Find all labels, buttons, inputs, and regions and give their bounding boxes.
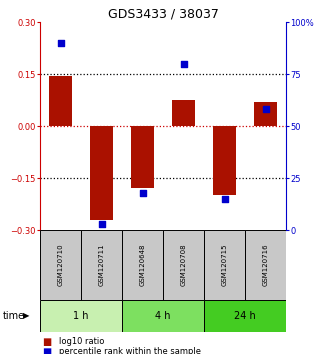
- Bar: [172, 100, 195, 126]
- FancyBboxPatch shape: [245, 230, 286, 300]
- Point: [181, 61, 186, 67]
- Text: GSM120716: GSM120716: [263, 244, 268, 286]
- Text: GSM120711: GSM120711: [99, 244, 105, 286]
- FancyBboxPatch shape: [204, 300, 286, 332]
- Text: 24 h: 24 h: [234, 311, 256, 321]
- Bar: [90, 126, 113, 219]
- FancyBboxPatch shape: [163, 230, 204, 300]
- Point: [140, 190, 145, 195]
- Text: GSM120715: GSM120715: [221, 244, 228, 286]
- Text: ■: ■: [42, 347, 51, 354]
- Point: [99, 221, 104, 227]
- Text: log10 ratio: log10 ratio: [59, 337, 105, 347]
- Text: percentile rank within the sample: percentile rank within the sample: [59, 348, 201, 354]
- Point: [58, 40, 63, 46]
- Text: ▶: ▶: [22, 312, 29, 320]
- Bar: [254, 102, 277, 126]
- Title: GDS3433 / 38037: GDS3433 / 38037: [108, 8, 218, 21]
- FancyBboxPatch shape: [204, 230, 245, 300]
- Point: [222, 196, 227, 202]
- Point: [263, 107, 268, 112]
- Text: GSM120648: GSM120648: [140, 244, 145, 286]
- FancyBboxPatch shape: [81, 230, 122, 300]
- FancyBboxPatch shape: [122, 230, 163, 300]
- Text: GSM120708: GSM120708: [180, 244, 187, 286]
- FancyBboxPatch shape: [40, 230, 81, 300]
- Text: 4 h: 4 h: [155, 311, 171, 321]
- Text: 1 h: 1 h: [73, 311, 89, 321]
- Bar: [213, 126, 236, 195]
- Text: GSM120710: GSM120710: [57, 244, 64, 286]
- Bar: [49, 76, 72, 126]
- Bar: [131, 126, 154, 188]
- FancyBboxPatch shape: [40, 300, 122, 332]
- Text: time: time: [3, 311, 25, 321]
- FancyBboxPatch shape: [122, 300, 204, 332]
- Text: ■: ■: [42, 337, 51, 347]
